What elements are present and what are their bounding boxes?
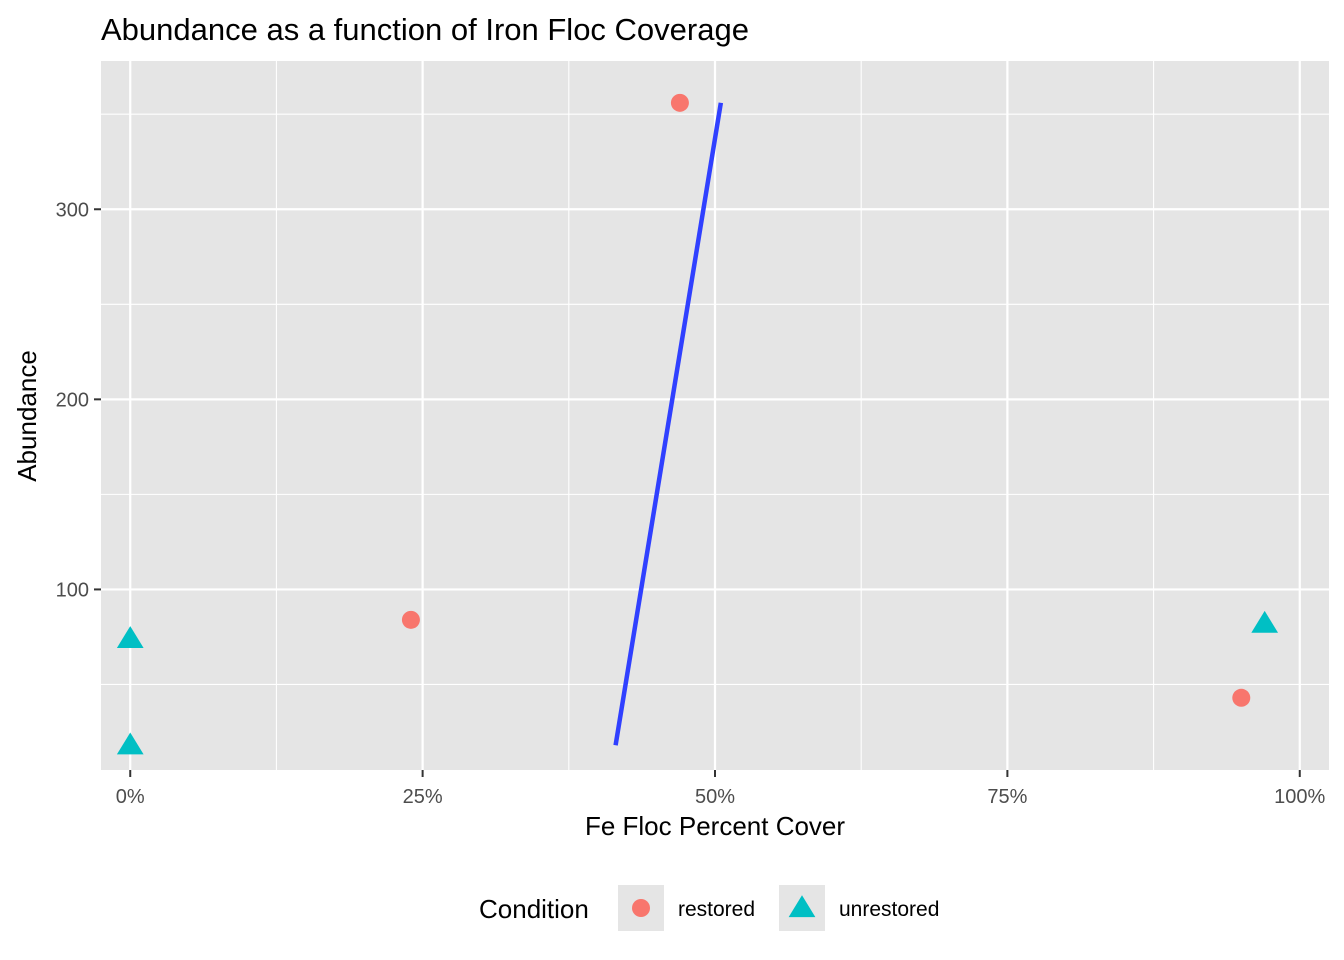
legend-marker-unrestored: [788, 895, 816, 918]
restored-point: [670, 93, 689, 112]
x-tick-label: 25%: [403, 786, 443, 808]
x-tick-label: 0%: [116, 786, 145, 808]
unrestored-point: [1251, 610, 1279, 633]
y-axis-title: Abundance: [12, 350, 42, 482]
x-tick-label: 50%: [695, 786, 735, 808]
y-tick-label: 300: [56, 199, 89, 221]
x-tick-label: 100%: [1274, 786, 1325, 808]
unrestored-point: [116, 626, 144, 648]
grid-major: [101, 61, 1329, 770]
fit-line-layer: [613, 102, 724, 746]
legend: Condition restored unrestored: [479, 885, 939, 931]
chart-title: Abundance as a function of Iron Floc Cov…: [101, 12, 749, 47]
points-layer: [116, 93, 1279, 755]
legend-entries: restored unrestored: [618, 885, 939, 931]
legend-title: Condition: [479, 894, 589, 924]
fit-line: [613, 102, 724, 746]
unrestored-point: [116, 732, 144, 755]
y-tick-label: 200: [56, 389, 89, 411]
x-axis-ticks: 0% 25% 50% 75% 100%: [116, 770, 1326, 808]
y-axis-ticks: 100 200 300: [56, 199, 101, 601]
x-tick-label: 75%: [987, 786, 1027, 808]
legend-label-unrestored: unrestored: [839, 898, 939, 921]
legend-marker-restored: [632, 899, 650, 917]
y-tick-label: 100: [56, 579, 89, 601]
restored-point: [401, 610, 420, 629]
x-axis-title: Fe Floc Percent Cover: [585, 811, 845, 841]
legend-label-restored: restored: [678, 898, 755, 921]
restored-point: [1232, 688, 1251, 707]
